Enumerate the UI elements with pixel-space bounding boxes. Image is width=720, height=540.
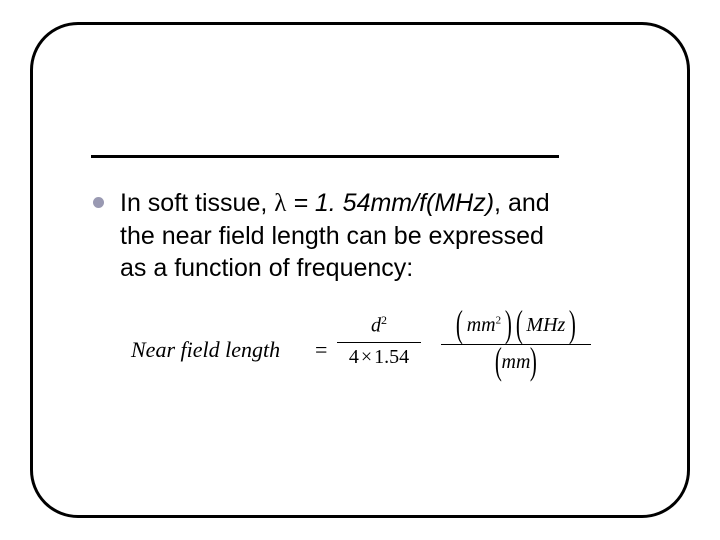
frac1-num-var: d: [371, 315, 381, 337]
fraction-d2-over-4x154: d2 4×1.54: [337, 313, 421, 369]
bullet-item: In soft tissue, λ = 1. 54mm/f(MHz), and …: [93, 187, 653, 284]
rparen-icon: ): [569, 306, 576, 344]
fraction-units: ( mm2 ) ( MHz ) ( mm ): [431, 309, 601, 377]
frac2-bottom-unit: mm: [502, 351, 531, 374]
frac1-denominator: 4×1.54: [337, 345, 421, 369]
bullet-suffix1: , and: [494, 189, 550, 217]
formula-label: Near field length: [131, 337, 280, 363]
bullet-inline-equation: = 1. 54mm/f(MHz): [286, 189, 494, 217]
near-field-length-formula: Near field length = d2 4×1.54 ( mm2 ) ( …: [131, 309, 651, 389]
lparen-icon: (: [495, 343, 502, 381]
frac1-numerator: d2: [337, 313, 421, 338]
frac1-den-right: 1.54: [374, 346, 409, 368]
slide-frame: In soft tissue, λ = 1. 54mm/f(MHz), and …: [30, 22, 690, 518]
rparen-icon: ): [505, 306, 512, 344]
lambda-symbol: λ: [274, 190, 286, 217]
bullet-text: In soft tissue, λ = 1. 54mm/f(MHz), and …: [120, 187, 550, 284]
rparen-icon: ): [530, 343, 537, 381]
bullet-dot-icon: [93, 197, 104, 208]
frac2-top-unit2: MHz: [526, 314, 565, 337]
frac1-num-exp: 2: [381, 313, 387, 327]
bullet-line2: the near field length can be expressed: [120, 222, 544, 250]
frac2-denominator: ( mm ): [431, 347, 601, 377]
frac2-top-unit1: mm2: [467, 314, 501, 337]
frac2-numerator: ( mm2 ) ( MHz ): [431, 309, 601, 341]
equals-sign: =: [315, 337, 327, 363]
horizontal-rule: [91, 155, 559, 158]
bullet-line3: as a function of frequency:: [120, 254, 413, 282]
lparen-icon: (: [456, 306, 463, 344]
frac1-bar: [337, 342, 421, 343]
frac2-top-unit1-text: mm: [467, 314, 496, 336]
frac1-den-left: 4: [349, 346, 359, 368]
lparen-icon: (: [516, 306, 523, 344]
bullet-prefix: In soft tissue,: [120, 189, 274, 217]
frac2-top-unit1-exp: 2: [496, 314, 502, 326]
frac1-den-op: ×: [359, 346, 374, 368]
